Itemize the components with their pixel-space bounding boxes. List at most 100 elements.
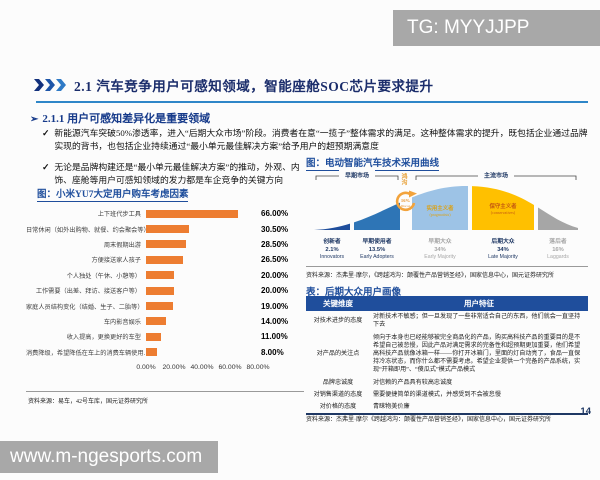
bar-category-label: 方便接送家人孩子 [91, 257, 142, 265]
bar-row: 周末假期出游 28.50% [26, 237, 306, 252]
bar-track [146, 271, 258, 280]
section-heading: ➢ 2.1.1 用户可感知差异化是重要领域 [30, 110, 210, 126]
figure-divider [306, 266, 588, 267]
bar-row: 家庭人员结构变化（结婚、生子、二胎等） 19.00% [26, 298, 306, 313]
x-axis-tick: 60.00% [218, 363, 242, 371]
chasm-badge: 16% [401, 198, 411, 203]
table-cell-dimension: 对价格的态度 [319, 404, 357, 411]
table-cell-dimension: 品牌忠诚度 [322, 379, 354, 386]
bar [146, 317, 166, 326]
bar-track [146, 255, 258, 264]
bar-track [146, 209, 258, 218]
chasm-cycle-arrow-icon [395, 191, 416, 212]
table-cell-feature: 对信赖的产品具有较高忠诚度 [373, 379, 453, 386]
chevron-right-icon [56, 79, 66, 91]
pragmatists-en-label: (pragmatists) [429, 212, 451, 217]
bar-row: 方便接送家人孩子 26.50% [26, 252, 306, 267]
chasm-label: 鸿沟 [400, 172, 407, 186]
bar [146, 240, 186, 249]
table-cell-dimension: 对销售渠道的态度 [313, 391, 363, 398]
watermark-top: TG: MYYJJPP [393, 10, 600, 46]
check-icon: ✓ [42, 162, 50, 172]
curve-segment-label: 早期大众 34% Early Majority [424, 239, 456, 261]
bar-value-label: 8.00% [261, 347, 284, 357]
bar [146, 302, 173, 311]
bar-value-label: 28.50% [261, 239, 289, 249]
chevron-right-icon [45, 79, 55, 91]
bar-value-label: 66.00% [261, 209, 289, 219]
page-number: 14 [580, 406, 591, 417]
x-axis-tick: 80.00% [246, 363, 270, 371]
bar [146, 225, 189, 234]
bar-category-label: 车内影音娱乐 [103, 318, 141, 326]
conservatives-label: 保守主义者 [489, 202, 518, 210]
bar-value-label: 20.00% [261, 270, 289, 280]
bar-category-label: 工作需要（出差、拜访、接送客户等） [35, 288, 141, 296]
bar-track [146, 240, 258, 249]
table-row: 对技术进步的态度 对新技术不敏感；但一旦发现了一些非常适合自己的东西，他们就会一直… [306, 311, 588, 331]
bar-value-label: 14.00% [261, 316, 289, 326]
table-cell-feature: 对新技术不敏感；但一旦发现了一些非常适合自己的东西，他们就会一直坚持下去 [373, 314, 581, 329]
bar [146, 255, 184, 264]
bar [146, 271, 174, 280]
bar-category-label: 收入提高，更换更好的车型 [66, 334, 141, 342]
table-header-row: 关键维度 用户特征 [306, 296, 588, 312]
x-axis-tick: 0.00% [136, 363, 156, 371]
bar-row: 车内影音娱乐 14.00% [26, 314, 306, 329]
bar-track [146, 348, 258, 357]
watermark-bottom: www.m-ngesports.com [0, 441, 218, 473]
bullet-item: ✓ 无论是品牌构建还是“最小单元最佳解决方案”的推动，外观、内饰、座舱等用户可感… [42, 161, 304, 187]
persona-table-body: 对技术进步的态度 对新技术不敏感；但一旦发现了一些非常适合自己的东西，他们就会一直… [306, 311, 588, 414]
adoption-curve-source: 资料来源：杰弗里·摩尔，《跨越鸿沟：颠覆性产品营销圣经》，国家信息中心，国元证券… [306, 273, 554, 279]
bar-category-label: 日常休闲（如外出购物、就餐、约会聚会等） [26, 226, 146, 234]
bar-value-label: 26.50% [261, 255, 289, 265]
table-header-dimension: 关键维度 [306, 296, 370, 312]
bullet-item: ✓ 新能源汽车突破50%渗透率，进入“后期大众市场”阶段。消费者在意“一揽子”整… [42, 127, 588, 153]
table-header-feature: 用户特征 [370, 296, 588, 312]
table-cell-dimension: 对产品的关注点 [316, 351, 360, 357]
table-cell-feature: 倾向于本身也已经能够被完全商品化的产品，购买高科技产品的重要目的是不希望自己被怠… [373, 334, 581, 374]
curve-segment-label: 后期大众 34% Late Majority [488, 239, 518, 261]
x-axis-tick: 20.00% [162, 363, 186, 371]
bar-row: 日常休闲（如外出购物、就餐、约会聚会等） 30.50% [26, 221, 306, 236]
chasm-arrowhead-icon [409, 190, 417, 198]
mainstream-market-label: 主流市场 [484, 172, 508, 180]
bar-value-label: 11.00% [261, 332, 288, 342]
table-cell-feature: 需要便捷简单的渠道模式，并感受到不会被怠慢 [373, 391, 501, 398]
bar-value-label: 19.00% [261, 301, 289, 311]
bullet-text: 无论是品牌构建还是“最小单元最佳解决方案”的推动，外观、内饰、座舱等用户可感知领… [54, 162, 300, 186]
table-row: 对价格的态度 青睐物美价廉 [306, 401, 588, 414]
bar-value-label: 20.00% [261, 286, 289, 296]
bar-row: 收入提高，更换更好的车型 11.00% [26, 329, 306, 344]
table-cell-dimension: 对技术进步的态度 [313, 318, 363, 325]
curve-segment-label: 早期使用者 13.5% Early Adopters [360, 239, 394, 261]
bar-track [146, 317, 258, 326]
adoption-curve-figure: 早期市场 主流市场 鸿沟 16% Discon 实用主义者 (pragmatis… [314, 170, 578, 230]
bar-category-label: 家庭人员结构变化（结婚、生子、二胎等） [26, 303, 144, 311]
bar-rows: 上下班代步工具 66.00% 日常休闲（如外出购物、就餐、约会聚会等） 30.50% 周… [26, 206, 306, 360]
chevron-right-icon [34, 79, 44, 91]
title-divider [36, 101, 588, 103]
bar-chart-title: 图：小米YU7大定用户购车考虑因素 [37, 186, 189, 202]
figure-divider [26, 391, 304, 392]
persona-table: 关键维度 用户特征 对技术进步的态度 对新技术不敏感；但一旦发现了一些非常适合自己… [306, 296, 588, 416]
pragmatists-label: 实用主义者 [427, 204, 455, 212]
bar-track [146, 225, 258, 234]
bar-track [146, 286, 258, 295]
chasm-badge-sub: Discon [401, 204, 411, 208]
bar-chart: 上下班代步工具 66.00% 日常休闲（如外出购物、就餐、约会聚会等） 30.50% 周… [26, 206, 306, 374]
page-title: 2.1 汽车竞争用户可感知领域，智能座舱SOC芯片要求提升 [74, 79, 434, 94]
bar [146, 209, 239, 218]
table-row: 品牌忠诚度 对信赖的产品具有较高忠诚度 [306, 377, 588, 389]
persona-table-source: 资料来源：杰弗里·摩尔《跨越鸿沟：颠覆性产品营销圣经》，国家信息中心，国元证券研… [306, 417, 551, 423]
table-row: 对销售渠道的态度 需要便捷简单的渠道模式，并感受到不会被怠慢 [306, 389, 588, 401]
conservatives-en-label: (conservatives) [491, 210, 516, 215]
bar [146, 332, 162, 341]
curve-segment-label: 创新者 2.1% Innovators [319, 239, 345, 261]
curve-labels: 创新者 2.1% Innovators 早期使用者 13.5% Early Adopter… [306, 239, 588, 265]
bar-value-label: 30.50% [261, 224, 289, 234]
bar-row: 工作需要（出差、拜访、接送客户等） 20.00% [26, 283, 306, 298]
bar-row: 上下班代步工具 66.00% [26, 206, 306, 221]
bar-row: 消费降级，希望降低在车上的消费车辆使用… 8.00% [26, 345, 306, 360]
table-cell-feature: 青睐物美价廉 [373, 404, 410, 411]
